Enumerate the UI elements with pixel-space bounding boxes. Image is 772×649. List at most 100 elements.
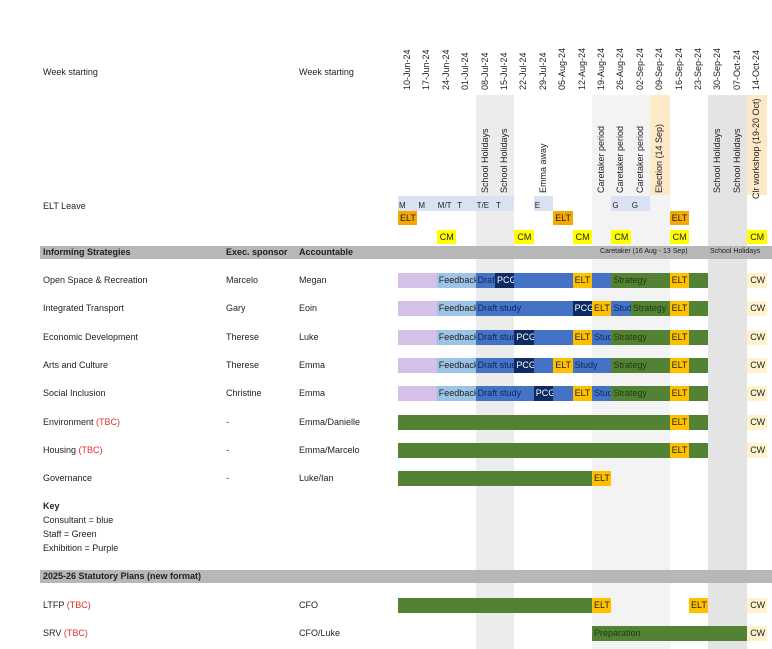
exec-sponsor-header: Exec. sponsor xyxy=(226,247,288,257)
gantt-bar-blue[interactable] xyxy=(553,386,573,402)
gantt-bar-elt[interactable]: ELT xyxy=(689,598,709,613)
gantt-bar-green[interactable] xyxy=(398,598,592,613)
leave-band xyxy=(398,196,515,211)
gantt-bar-cw[interactable]: CW xyxy=(747,626,767,641)
gantt-bar-blue[interactable]: Study xyxy=(592,386,612,402)
gantt-bar-elt[interactable]: ELT xyxy=(592,471,612,487)
gantt-bar-navy[interactable]: PCG xyxy=(514,357,534,373)
gantt-bar-blue[interactable]: Draft study xyxy=(475,386,534,402)
gantt-bar-cw[interactable]: CW xyxy=(747,357,767,373)
council-meeting-mark: CM xyxy=(669,230,689,244)
week-date-header: 29-Jul-24 xyxy=(537,52,548,90)
row-name: LTFP (TBC) xyxy=(43,599,91,611)
gantt-bar-elt[interactable]: ELT xyxy=(669,329,689,345)
gantt-bar-blue[interactable]: Draft study xyxy=(475,357,515,373)
week-date-header: 05-Aug-24 xyxy=(557,47,568,90)
gantt-bar-lightblue[interactable]: Feedback xyxy=(436,357,476,373)
gantt-bar-cw[interactable]: CW xyxy=(747,442,767,458)
gantt-bar-navy[interactable]: PCG xyxy=(533,386,554,402)
gantt-bar-blue[interactable] xyxy=(533,357,554,373)
gantt-bar-blue[interactable] xyxy=(592,273,612,288)
event-label: School Holidays xyxy=(499,128,509,193)
council-meeting-mark: CM xyxy=(514,230,534,244)
gantt-bar-navy[interactable]: PCG xyxy=(514,329,534,345)
gantt-bar-elt[interactable]: ELT xyxy=(669,273,689,288)
gantt-bar-elt[interactable]: ELT xyxy=(572,329,592,345)
gantt-bar-green[interactable] xyxy=(689,273,709,288)
gantt-bar-green[interactable] xyxy=(689,414,709,430)
gantt-bar-green[interactable] xyxy=(689,357,709,373)
gantt-bar-green[interactable] xyxy=(398,414,670,430)
gantt-bar-blue[interactable]: Study xyxy=(592,329,612,345)
gantt-bar-blue[interactable] xyxy=(533,329,573,345)
gantt-bar-navy[interactable]: PCG xyxy=(572,301,592,317)
gantt-bar-green[interactable] xyxy=(398,471,592,487)
gantt-bar-cw[interactable]: CW xyxy=(747,386,767,402)
gantt-bar-purple[interactable] xyxy=(398,301,437,317)
exec-sponsor: Marcelo xyxy=(226,275,259,285)
gantt-bar-cw[interactable]: CW xyxy=(747,414,767,430)
gantt-bar-green[interactable] xyxy=(689,329,709,345)
gantt-bar-navy[interactable]: PCG xyxy=(495,273,515,288)
accountable: Megan xyxy=(299,275,327,285)
gantt-bar-blue[interactable] xyxy=(514,273,573,288)
gantt-bar-elt[interactable]: ELT xyxy=(592,301,612,317)
gantt-bar-elt[interactable]: ELT xyxy=(669,301,689,317)
accountable: Emma/Danielle xyxy=(299,416,361,427)
row-name-text: Economic Development xyxy=(43,331,139,342)
gantt-bar-elt[interactable]: ELT xyxy=(669,357,689,373)
row-name: Environment (TBC) xyxy=(43,416,120,428)
elt-meeting-mark: ELT xyxy=(553,211,573,225)
caretaker-note: Caretaker (16 Aug - 13 Sep) xyxy=(600,248,688,255)
gantt-bar-blue[interactable]: Draft study xyxy=(475,329,515,345)
leave-mark: M/T xyxy=(437,201,452,210)
gantt-bar-blue[interactable]: Study xyxy=(572,357,612,373)
gantt-bar-green[interactable] xyxy=(689,442,709,458)
gantt-bar-purple[interactable] xyxy=(398,329,437,345)
gantt-bar-purple[interactable] xyxy=(398,273,437,288)
gantt-bar-lightblue[interactable]: Feedback xyxy=(436,329,476,345)
gantt-bar-cw[interactable]: CW xyxy=(747,301,767,317)
gantt-bar-blue[interactable]: Study xyxy=(611,301,631,317)
gantt-bar-green[interactable]: Strategy xyxy=(611,386,670,402)
gantt-bar-green[interactable] xyxy=(398,442,670,458)
accountable-header: Accountable xyxy=(299,247,354,257)
gantt-bar-green[interactable]: Strategy xyxy=(630,301,670,317)
gantt-bar-purple[interactable] xyxy=(398,357,437,373)
gantt-bar-purple[interactable] xyxy=(398,386,437,402)
gantt-bar-elt[interactable]: ELT xyxy=(669,414,689,430)
event-label: Emma away xyxy=(537,143,548,193)
gantt-bar-elt[interactable]: ELT xyxy=(572,386,592,402)
gantt-bar-cw[interactable]: CW xyxy=(747,598,767,613)
gantt-bar-blue[interactable]: Draft xyxy=(475,273,495,288)
accountable: Luke xyxy=(299,331,319,342)
gantt-bar-elt[interactable]: ELT xyxy=(669,386,689,402)
gantt-bar-elt[interactable]: ELT xyxy=(553,357,573,373)
gantt-bar-lightblue[interactable]: Feedback xyxy=(436,273,476,288)
week-starting-label-2: Week starting xyxy=(299,67,354,77)
gantt-bar-green[interactable]: Strategy xyxy=(611,273,670,288)
row-name: Open Space & Recreation xyxy=(43,274,148,286)
gantt-bar-cw[interactable]: CW xyxy=(747,273,767,288)
section-header-statutory xyxy=(40,570,772,583)
event-label: School Holidays xyxy=(731,128,742,193)
gantt-bar-green[interactable]: Preparation xyxy=(592,626,748,641)
council-meeting-mark: CM xyxy=(611,230,631,244)
exec-sponsor: Therese xyxy=(226,331,260,342)
gantt-bar-lightblue[interactable]: Feedback xyxy=(436,386,476,402)
gantt-bar-green[interactable] xyxy=(689,386,709,402)
gantt-bar-green[interactable] xyxy=(689,301,709,317)
gantt-bar-elt[interactable]: ELT xyxy=(592,598,612,613)
accountable: CFO xyxy=(299,600,318,610)
key-consultant: Consultant = blue xyxy=(43,515,114,525)
gantt-bar-blue[interactable]: Draft study xyxy=(475,301,573,317)
gantt-bar-green[interactable]: Strategy xyxy=(611,357,670,373)
gantt-bar-elt[interactable]: ELT xyxy=(669,442,689,458)
gantt-bar-lightblue[interactable]: Feedback xyxy=(436,301,476,317)
gantt-bar-elt[interactable]: ELT xyxy=(572,273,592,288)
tbc-flag: (TBC) xyxy=(96,416,121,427)
gantt-bar-cw[interactable]: CW xyxy=(747,329,767,345)
gantt-bar-green[interactable]: Strategy xyxy=(611,329,670,345)
accountable: Emma/Marcelo xyxy=(299,444,360,455)
